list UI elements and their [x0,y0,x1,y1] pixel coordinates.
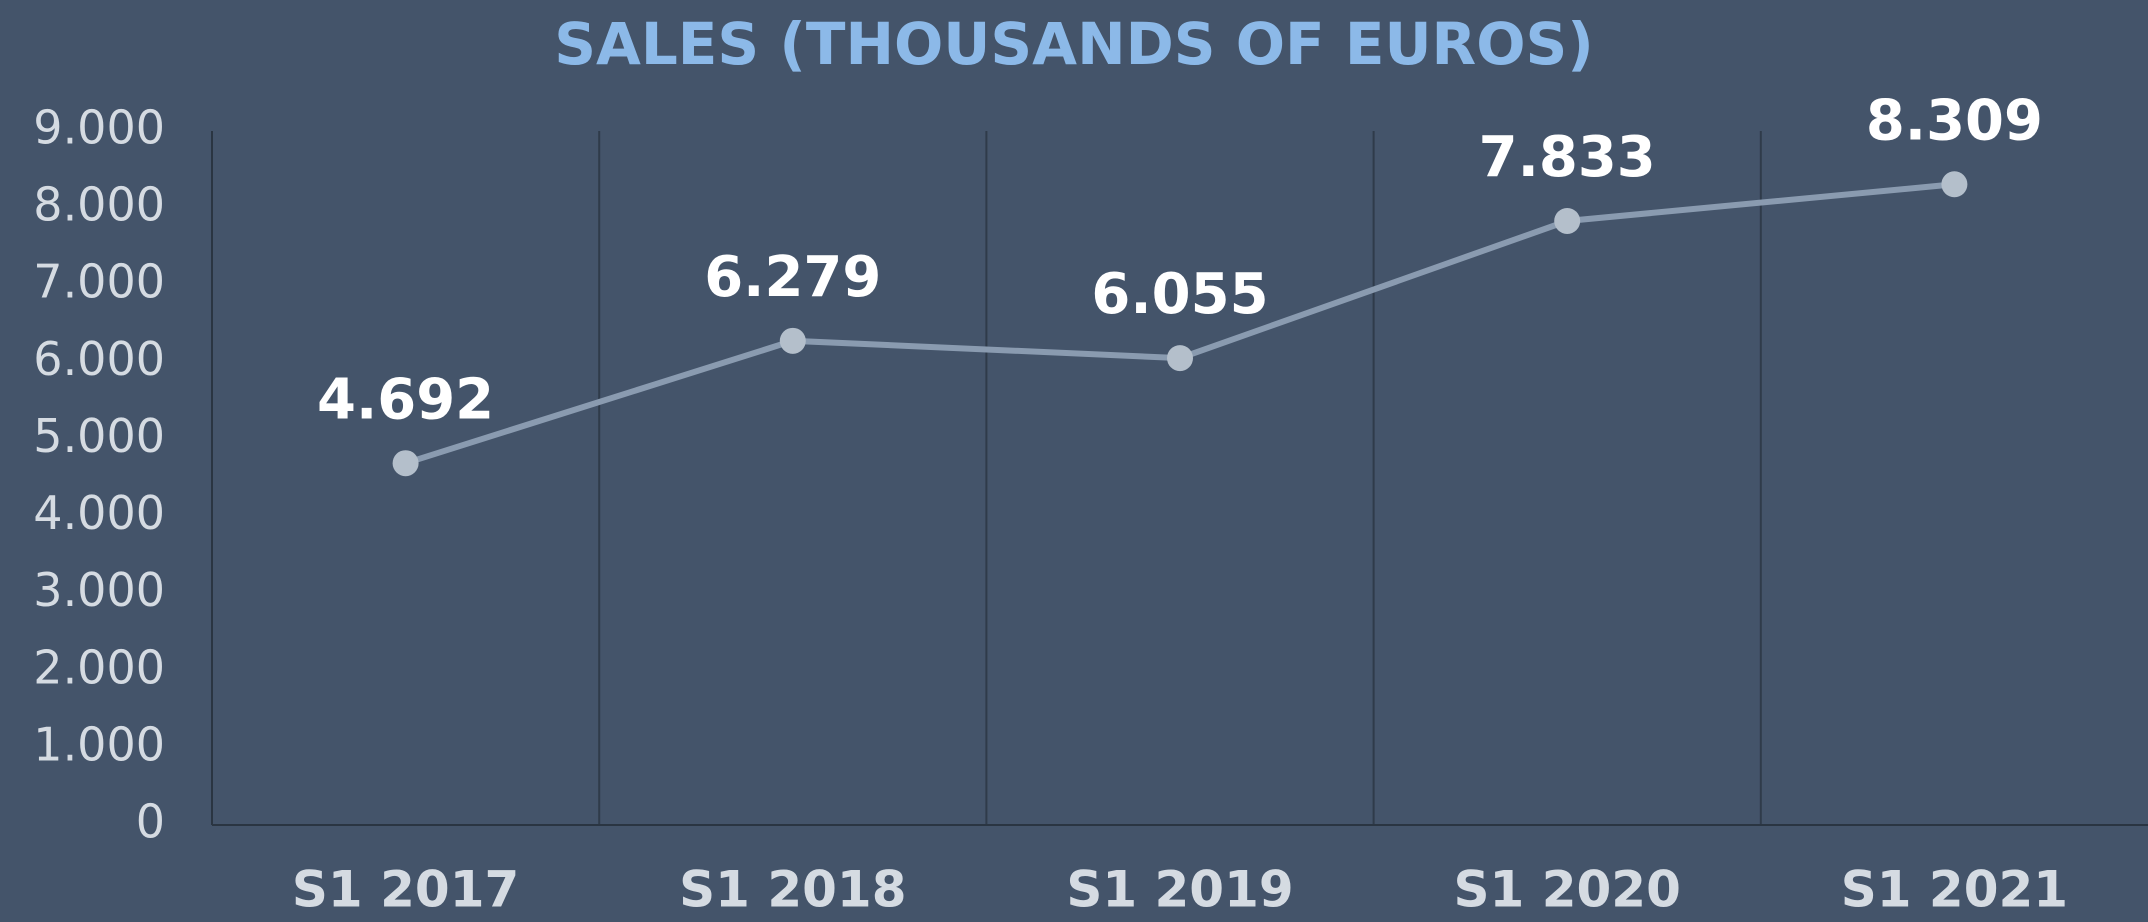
y-tick-label: 9.000 [33,101,165,155]
marker [779,327,806,354]
y-tick-label: 0 [136,795,165,849]
marker [1554,207,1581,234]
y-tick-label: 7.000 [33,255,165,309]
marker [392,450,419,477]
y-tick-label: 2.000 [33,640,165,694]
marker [1167,345,1193,372]
x-tick-label: S1 2020 [1454,861,1681,919]
y-tick-label: 3.000 [33,563,165,617]
data-label: 6.279 [704,245,881,310]
x-tick-label: S1 2017 [292,861,519,919]
data-label: 6.055 [1091,262,1268,327]
chart-title: SALES (THOUSANDS OF EUROS) [554,10,1594,78]
x-tick-label: S1 2019 [1066,861,1293,919]
data-label: 7.833 [1479,125,1656,190]
y-tick-label: 4.000 [33,486,165,540]
y-tick-label: 6.000 [33,332,165,386]
y-tick-label: 1.000 [33,717,165,771]
data-label: 8.309 [1866,88,2043,153]
data-label: 4.692 [317,367,494,432]
marker [1941,171,1968,198]
x-tick-label: S1 2021 [1841,861,2068,919]
x-tick-label: S1 2018 [679,861,906,919]
y-tick-label: 5.000 [33,409,165,463]
y-tick-label: 8.000 [33,178,165,232]
